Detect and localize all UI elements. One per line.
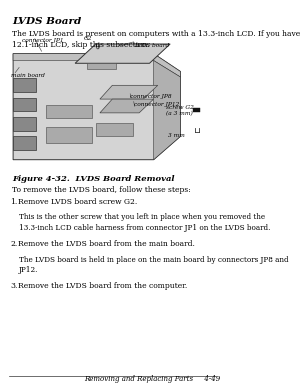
Text: G2: G2 bbox=[84, 36, 93, 41]
Text: Figure 4-32.  LVDS Board Removal: Figure 4-32. LVDS Board Removal bbox=[12, 175, 175, 184]
Text: 1.: 1. bbox=[10, 198, 17, 206]
Text: The LVDS board is held in place on the main board by connectors JP8 and
JP12.: The LVDS board is held in place on the m… bbox=[19, 256, 289, 274]
Polygon shape bbox=[100, 99, 154, 113]
Text: Remove the LVDS board from the computer.: Remove the LVDS board from the computer. bbox=[18, 282, 187, 291]
Text: main board: main board bbox=[11, 73, 45, 78]
Polygon shape bbox=[46, 126, 92, 143]
Text: Remove LVDS board screw G2.: Remove LVDS board screw G2. bbox=[18, 198, 137, 206]
Text: connector JP1: connector JP1 bbox=[22, 38, 64, 43]
Polygon shape bbox=[13, 78, 36, 92]
Polygon shape bbox=[100, 85, 158, 99]
Text: This is the other screw that you left in place when you removed the
13.3-inch LC: This is the other screw that you left in… bbox=[19, 213, 271, 232]
Text: Remove the LVDS board from the main board.: Remove the LVDS board from the main boar… bbox=[18, 240, 195, 248]
Text: 3.: 3. bbox=[10, 282, 17, 291]
Text: connector JP12: connector JP12 bbox=[134, 102, 179, 107]
Text: screw G2
(a 3 mm): screw G2 (a 3 mm) bbox=[166, 105, 194, 116]
Polygon shape bbox=[13, 54, 181, 77]
Polygon shape bbox=[13, 117, 36, 131]
Text: The LVDS board is present on computers with a 13.3-inch LCD. If you have a
12.1-: The LVDS board is present on computers w… bbox=[12, 30, 300, 48]
Polygon shape bbox=[46, 105, 92, 118]
Polygon shape bbox=[154, 61, 181, 160]
Text: LVDS board: LVDS board bbox=[134, 43, 169, 48]
Text: Removing and Replacing Parts     4-49: Removing and Replacing Parts 4-49 bbox=[84, 375, 220, 383]
Polygon shape bbox=[75, 44, 170, 63]
Polygon shape bbox=[193, 108, 200, 112]
Polygon shape bbox=[13, 136, 36, 150]
Polygon shape bbox=[13, 54, 181, 160]
Text: 2.: 2. bbox=[10, 240, 17, 248]
Text: LVDS Board: LVDS Board bbox=[12, 17, 82, 26]
Polygon shape bbox=[88, 63, 116, 69]
Text: To remove the LVDS board, follow these steps:: To remove the LVDS board, follow these s… bbox=[12, 186, 191, 194]
Text: 3 mm: 3 mm bbox=[168, 133, 185, 138]
Text: connector JP8: connector JP8 bbox=[130, 94, 172, 99]
Polygon shape bbox=[96, 123, 133, 136]
Polygon shape bbox=[13, 98, 36, 111]
